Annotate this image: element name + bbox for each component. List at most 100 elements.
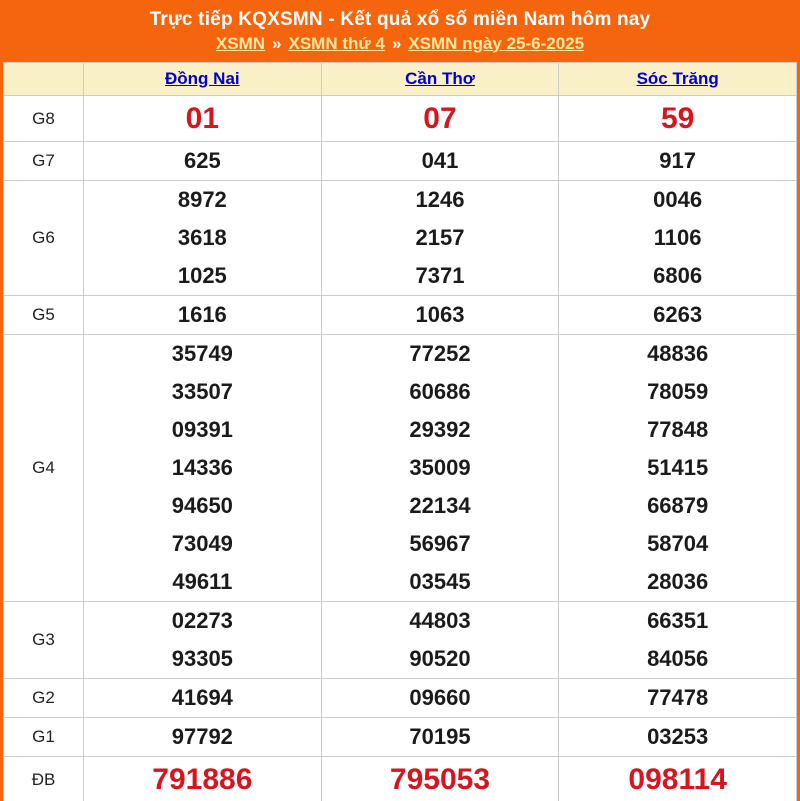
prize-cell: 1063: [320, 295, 560, 335]
province-header-dong-nai: Đồng Nai: [83, 62, 322, 96]
prize-cell: 03253: [558, 717, 797, 757]
prize-value: 93305: [171, 646, 233, 671]
prize-label: G6: [3, 180, 84, 296]
prize-value: 09660: [409, 685, 471, 710]
table-row-g4: G4 35749 33507 09391 14336 94650 73049 49611 772…: [3, 334, 797, 602]
prize-value: 1616: [177, 302, 227, 327]
table-row-g1: G1 97792 70195 03253: [3, 717, 797, 757]
prize-value: 917: [659, 148, 697, 173]
prize-cell: 09660: [320, 678, 560, 718]
prize-value: 3618: [177, 225, 227, 250]
results-tbody: G8 01 07 59 G7 625 041 917 G6 8972 3618 1025 1246 215…: [3, 95, 797, 801]
prize-value: 791886: [152, 763, 253, 796]
prize-value: 1106: [653, 225, 702, 250]
prize-value: 1025: [177, 263, 227, 288]
prize-value: 1063: [415, 302, 465, 327]
prize-cell: 77478: [558, 678, 797, 718]
prize-cell: 625: [83, 141, 322, 181]
prize-label: G1: [3, 717, 84, 757]
prize-cell: 1616: [83, 295, 322, 335]
prize-cell: 917: [558, 141, 797, 181]
prize-value: 8972: [177, 187, 227, 212]
province-header-soc-trang: Sóc Trăng: [558, 62, 797, 96]
prize-cell: 41694: [83, 678, 322, 718]
prize-cell: 1246 2157 7371: [320, 180, 560, 296]
table-row-g2: G2 41694 09660 77478: [3, 678, 797, 718]
prize-label: ĐB: [3, 756, 84, 801]
prize-value: 2157: [415, 225, 465, 250]
table-row-g6: G6 8972 3618 1025 1246 2157 7371 0046 1106 6806: [3, 180, 797, 296]
prize-cell: 48836 78059 77848 51415 66879 58704 28036: [558, 334, 797, 602]
table-row-g7: G7 625 041 917: [3, 141, 797, 181]
corner-cell: [3, 62, 84, 96]
prize-value: 70195: [409, 724, 471, 749]
prize-label: G3: [3, 601, 84, 679]
prize-cell: 07: [320, 95, 560, 142]
prize-value: 77848: [647, 417, 709, 442]
prize-value: 09391: [171, 417, 233, 442]
prize-value: 625: [183, 148, 221, 173]
prize-label: G5: [3, 295, 84, 335]
prize-value: 73049: [171, 531, 233, 556]
breadcrumb-link-xsmn-thu-4[interactable]: XSMN thứ 4: [288, 33, 385, 53]
breadcrumb-link-xsmn[interactable]: XSMN: [215, 33, 266, 53]
prize-value: 03545: [409, 569, 471, 594]
results-table: Đồng Nai Cần Thơ Sóc Trăng G8 01 07 59 G7 625…: [3, 62, 797, 801]
prize-cell: 041: [320, 141, 560, 181]
breadcrumb-separator: »: [391, 33, 402, 53]
breadcrumb-separator: »: [272, 33, 282, 53]
prize-value: 03253: [647, 724, 709, 749]
prize-cell: 97792: [83, 717, 322, 757]
prize-cell: 098114: [558, 756, 797, 801]
breadcrumb: XSMN » XSMN thứ 4 » XSMN ngày 25-6-2025: [216, 34, 584, 54]
table-row-đb: ĐB 791886 795053 098114: [3, 756, 797, 801]
prize-value: 33507: [171, 379, 233, 404]
page-title: Trực tiếp KQXSMN - Kết quả xổ số miền Na…: [149, 8, 651, 30]
prize-value: 02273: [171, 608, 233, 633]
prize-value: 60686: [409, 379, 471, 404]
prize-value: 14336: [171, 455, 233, 480]
prize-value: 0046: [653, 187, 703, 212]
table-row-g8: G8 01 07 59: [3, 95, 797, 142]
prize-value: 01: [185, 102, 220, 135]
prize-cell: 66351 84056: [558, 601, 797, 679]
table-row-g3: G3 02273 93305 44803 90520 66351 84056: [3, 601, 797, 679]
breadcrumb-link-xsmn-ngay-25-6-2025[interactable]: XSMN ngày 25-6-2025: [408, 33, 585, 53]
prize-value: 56967: [409, 531, 471, 556]
prize-value: 22134: [409, 493, 471, 518]
prize-label: G2: [3, 678, 84, 718]
prize-cell: 795053: [320, 756, 560, 801]
prize-value: 35749: [171, 341, 233, 366]
prize-value: 44803: [409, 608, 471, 633]
prize-value: 66351: [647, 608, 709, 633]
prize-value: 77252: [409, 341, 471, 366]
prize-cell: 8972 3618 1025: [83, 180, 322, 296]
province-link-can-tho[interactable]: Cần Thơ: [405, 69, 475, 88]
table-row-g5: G5 1616 1063 6263: [3, 295, 797, 335]
prize-value: 94650: [171, 493, 233, 518]
prize-label: G4: [3, 334, 84, 602]
prize-value: 66879: [647, 493, 709, 518]
prize-value: 49611: [172, 569, 233, 594]
prize-label: G7: [3, 141, 84, 181]
province-link-dong-nai[interactable]: Đồng Nai: [165, 69, 240, 88]
prize-cell: 0046 1106 6806: [558, 180, 797, 296]
prize-value: 48836: [647, 341, 709, 366]
prize-value: 6263: [653, 302, 703, 327]
prize-value: 1246: [415, 187, 465, 212]
prize-value: 78059: [647, 379, 709, 404]
prize-value: 795053: [389, 763, 491, 796]
prize-cell: 35749 33507 09391 14336 94650 73049 49611: [83, 334, 322, 602]
header-banner: Trực tiếp KQXSMN - Kết quả xổ số miền Na…: [3, 0, 797, 62]
prize-value: 041: [421, 148, 459, 173]
prize-value: 098114: [628, 763, 727, 796]
prize-value: 51415: [647, 455, 709, 480]
prize-cell: 791886: [83, 756, 322, 801]
prize-value: 07: [423, 102, 457, 135]
prize-value: 35009: [409, 455, 471, 480]
prize-value: 77478: [647, 685, 709, 710]
prize-value: 59: [660, 102, 695, 135]
province-link-soc-trang[interactable]: Sóc Trăng: [636, 69, 719, 88]
province-header-row: Đồng Nai Cần Thơ Sóc Trăng: [3, 62, 797, 96]
